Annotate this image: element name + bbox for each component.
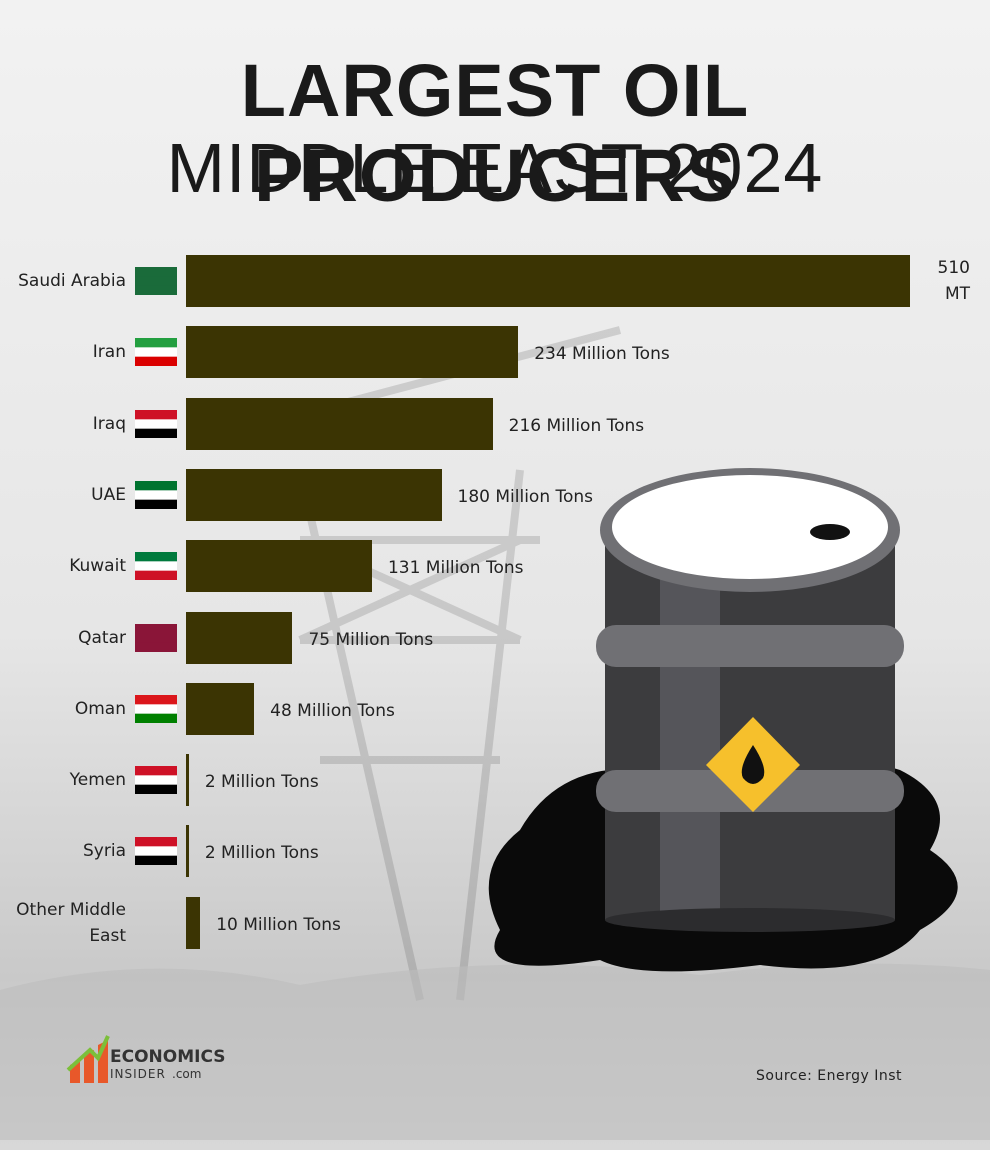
bar — [186, 397, 493, 450]
bar — [186, 896, 201, 949]
value-label: 216 Million Tons — [508, 415, 645, 436]
category-label: UAE — [91, 484, 126, 505]
value-label: 75 Million Tons — [308, 629, 434, 650]
flag — [135, 694, 177, 723]
category-label: Saudi Arabia — [18, 271, 126, 291]
category-label: Yemen — [69, 770, 126, 791]
bar — [186, 468, 442, 521]
bar — [186, 326, 519, 379]
flag — [135, 409, 177, 438]
flag — [135, 338, 177, 367]
value-label: 2 Million Tons — [204, 843, 319, 864]
category-label: Iraq — [92, 413, 126, 434]
logo-text: ECONOMICS — [110, 1047, 226, 1067]
flag — [135, 267, 177, 295]
value-label: 234 Million Tons — [534, 344, 670, 365]
chart-subtitle: MIDDLE EAST 2024 — [166, 129, 824, 207]
bar — [186, 540, 372, 593]
flag — [135, 837, 177, 866]
flag — [135, 552, 177, 581]
value-label: 48 Million Tons — [270, 700, 395, 721]
source: Source: Energy Inst — [756, 1068, 902, 1084]
logo-text: INSIDER — [110, 1067, 166, 1081]
category-label: Iran — [92, 342, 126, 363]
chart-title: LARGEST OIL PRODUCERS — [240, 49, 750, 217]
category-label: Syria — [83, 841, 126, 862]
bar — [186, 825, 189, 878]
value-label: 131 Million Tons — [387, 558, 524, 579]
flag — [135, 623, 177, 652]
value-label: 2 Million Tons — [204, 772, 319, 793]
logo-text: .com — [172, 1067, 202, 1081]
category-label: Oman — [74, 698, 126, 719]
value-label: 180 Million Tons — [457, 486, 594, 507]
bar — [186, 682, 255, 735]
value-label: 10 Million Tons — [216, 914, 341, 935]
category-label: Other Middle East — [16, 899, 126, 946]
category-label: Qatar — [78, 627, 126, 648]
value-label: 510 MT — [937, 258, 970, 304]
category-label: Kuwait — [69, 556, 126, 577]
flag — [135, 766, 177, 795]
bar — [186, 255, 910, 307]
bar — [186, 754, 189, 807]
flag — [135, 480, 177, 509]
bar — [186, 611, 293, 664]
